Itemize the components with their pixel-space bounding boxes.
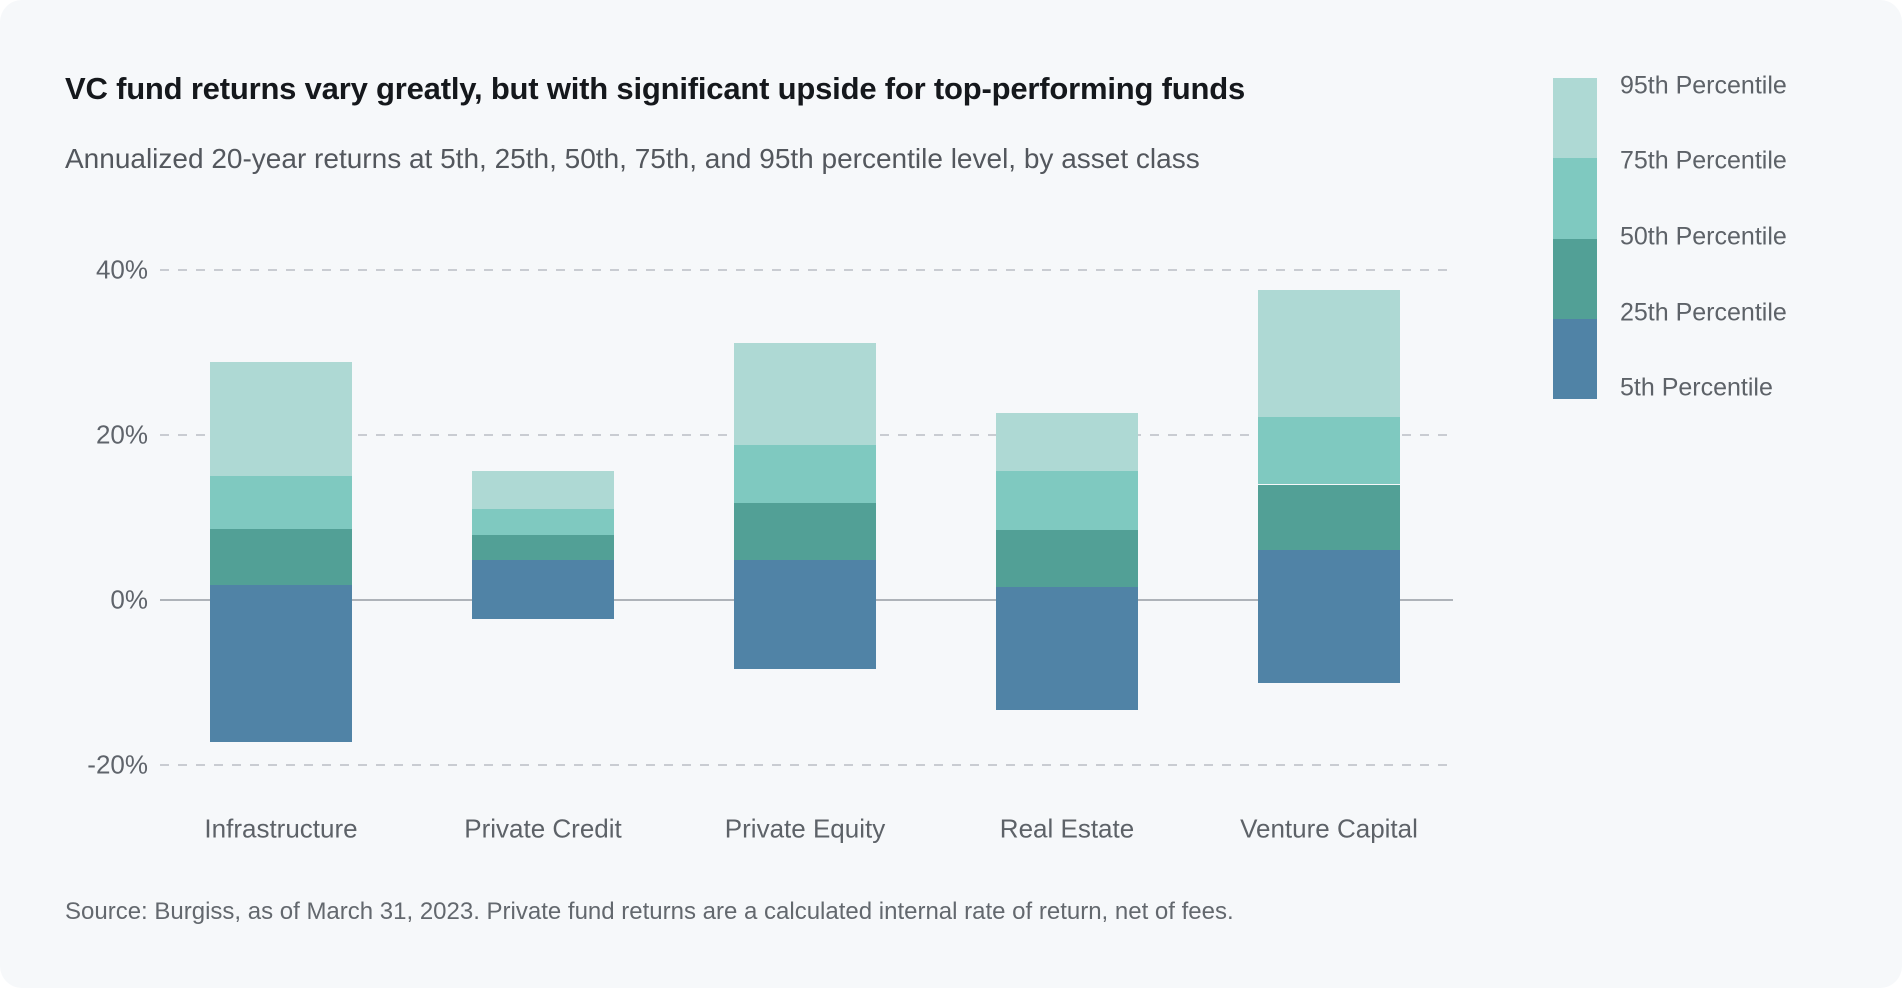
category-label: Venture Capital [1240,813,1418,844]
bar-segment [472,509,614,535]
legend-swatch [1553,78,1597,159]
category-label: Private Equity [724,813,886,844]
bar-segment [1258,549,1400,684]
chart-title: VC fund returns vary greatly, but with s… [65,71,1246,106]
legend-label: 25th Percentile [1620,298,1787,327]
bar-segment [996,471,1138,530]
bar-segment [210,585,352,742]
bar-segment [1258,484,1400,550]
bar-segment [210,529,352,586]
y-tick-label: 20% [95,419,148,450]
legend-swatch [1553,238,1597,319]
category-label: Real Estate [999,813,1135,844]
bar-segment [472,559,614,619]
chart-subtitle: Annualized 20-year returns at 5th, 25th,… [65,143,1200,174]
bar-segment [996,412,1138,472]
bar-segment [734,444,876,504]
y-tick-label: -20% [87,749,148,780]
legend-label: 75th Percentile [1620,146,1787,175]
category-label: Infrastructure [204,813,358,844]
bar-segment [472,534,614,560]
y-tick-label: 0% [110,584,148,615]
legend-swatch [1553,318,1597,399]
legend-swatch [1553,158,1597,239]
source-note: Source: Burgiss, as of March 31, 2023. P… [65,898,1234,925]
bar-segment [996,586,1138,710]
bar-segment [210,476,352,530]
bar-segment [1258,416,1400,485]
bar-segment [996,529,1138,587]
bar-segment [472,471,614,510]
bar-segment [210,362,352,477]
category-label: Private Credit [464,813,622,844]
legend-label: 95th Percentile [1620,71,1787,100]
bar-segment [734,559,876,670]
y-tick-label: 40% [95,254,148,285]
legend-label: 50th Percentile [1620,222,1787,251]
bar-segment [734,342,876,445]
bar-segment [734,503,876,560]
gridline [160,764,1453,766]
bar-segment [1258,289,1400,417]
legend-label: 5th Percentile [1620,373,1773,402]
gridline [160,269,1453,271]
